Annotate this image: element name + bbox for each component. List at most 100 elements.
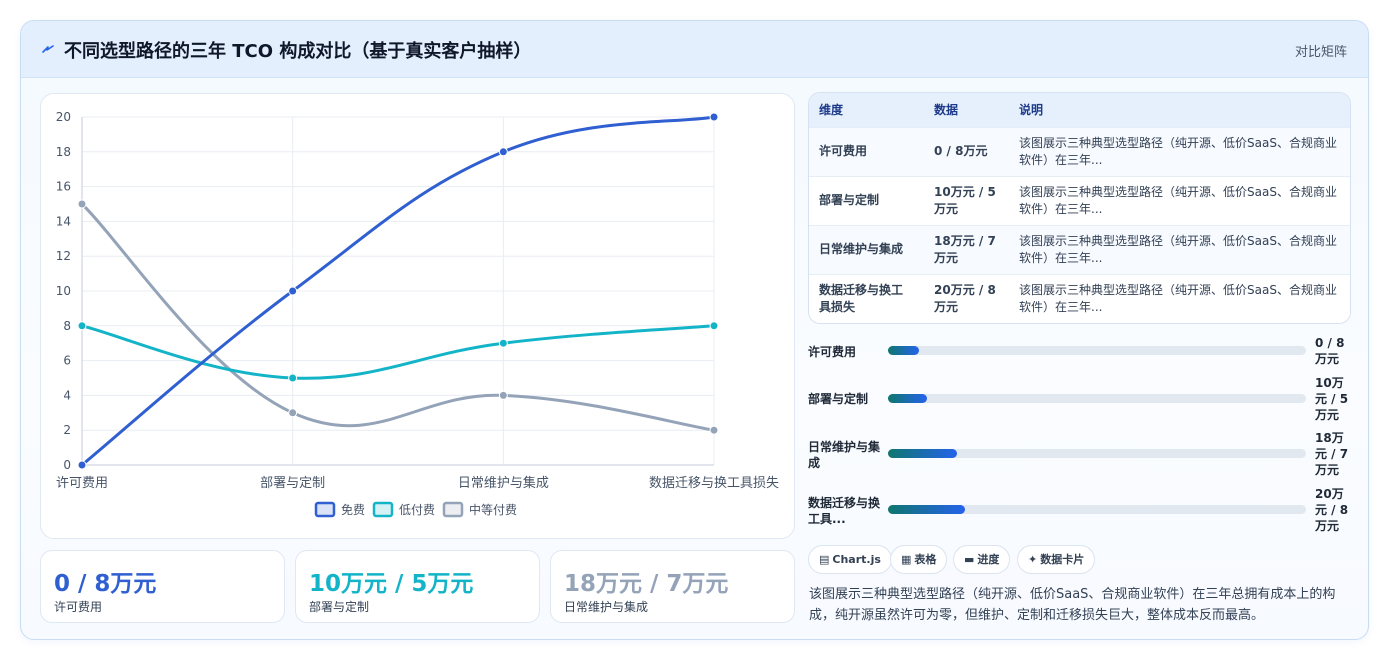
table-cell: 0 / 8万元 [934, 144, 988, 158]
table-row: 许可费用 0 / 8万元 该图展示三种典型选型路径（纯开源、低价SaaS、合规商… [809, 127, 1350, 176]
data-point [498, 390, 508, 400]
line-chart-svg: 0 2 4 6 8 10 12 14 16 18 20 许可费用 部署与定制 日常维护与集成 数据迁移与换工… [56, 110, 779, 518]
data-point [498, 338, 508, 348]
x-tick-label: 数据迁移与换工具损失 [649, 476, 779, 491]
data-point [288, 373, 298, 383]
progress-fill [888, 346, 920, 355]
progress-value: 10万元 / 5万元 [1315, 376, 1349, 422]
table-cell: 许可费用 [819, 144, 868, 158]
table-cell: 18万元 / 7万元 [934, 233, 996, 265]
table-icon: ▦ [901, 553, 912, 566]
progress-label: 数据迁移与换工具... [808, 496, 881, 526]
chart-description: 该图展示三种典型选型路径（纯开源、低价SaaS、合规商业软件）在三年总拥有成本上… [809, 587, 1336, 623]
y-tick-label: 18 [56, 145, 71, 159]
data-table: 维度 数据 说明 许可费用 0 / 8万元 该图展示三种典型选型路径（纯开源、低… [808, 92, 1351, 324]
lightning-icon [42, 45, 54, 53]
progress-track [888, 505, 1306, 514]
table-header: 说明 [1019, 103, 1044, 118]
card-icon: ✦ [1028, 553, 1038, 566]
progress-chip[interactable]: ▬ 进度 [953, 545, 1011, 574]
chip-label: 表格 [914, 553, 937, 566]
y-tick-label: 8 [63, 319, 71, 333]
progress-fill [888, 449, 957, 458]
progress-label: 许可费用 [808, 345, 857, 359]
y-tick-label: 16 [56, 180, 71, 194]
table-cell: 日常维护与集成 [819, 242, 904, 256]
card-header: 不同选型路径的三年 TCO 构成对比（基于真实客户抽样） 对比矩阵 [21, 21, 1368, 78]
table-chip[interactable]: ▦ 表格 [890, 545, 948, 574]
table-cell: 该图展示三种典型选型路径（纯开源、低价SaaS、合规商业软件）在三年... [1019, 282, 1337, 314]
stat-label: 部署与定制 [309, 600, 370, 614]
y-tick-label: 12 [56, 249, 71, 263]
legend-swatch [442, 501, 464, 518]
progress-label: 部署与定制 [808, 392, 869, 406]
stat-card-maintenance: 18万元 / 7万元 日常维护与集成 [550, 550, 795, 623]
progress-label: 日常维护与集成 [808, 440, 881, 470]
data-point [77, 460, 87, 470]
line-chart: 0 2 4 6 8 10 12 14 16 18 20 许可费用 部署与定制 日常维护与集成 数据迁移与换工… [40, 93, 795, 539]
page-title: 不同选型路径的三年 TCO 构成对比（基于真实客户抽样） [64, 41, 532, 62]
stat-value: 0 / 8万元 [54, 571, 157, 597]
data-point [288, 408, 298, 418]
stat-label: 日常维护与集成 [564, 600, 649, 614]
chip-label: 进度 [977, 553, 1000, 566]
y-tick-label: 2 [63, 423, 71, 437]
y-tick-label: 10 [56, 284, 71, 298]
data-point [498, 147, 508, 157]
progress-fill [888, 394, 927, 403]
series-line [80, 324, 716, 380]
stat-card-deploy: 10万元 / 5万元 部署与定制 [295, 550, 540, 623]
x-tick-label: 部署与定制 [260, 476, 325, 491]
progress-icon: ▬ [964, 553, 975, 566]
y-tick-label: 6 [63, 354, 71, 368]
table-header: 数据 [934, 103, 959, 118]
data-point [77, 321, 87, 331]
chart-icon: ▤ [819, 553, 830, 566]
x-tick-label: 许可费用 [56, 476, 108, 491]
x-tick-label: 日常维护与集成 [458, 475, 549, 491]
data-point [77, 199, 87, 209]
progress-value: 18万元 / 7万元 [1315, 431, 1349, 477]
progress-track [888, 394, 1306, 403]
chip-label: 数据卡片 [1040, 553, 1085, 566]
series-line [80, 115, 716, 467]
data-point [709, 112, 719, 122]
table-row: 数据迁移与换工具损失 20万元 / 8万元 该图展示三种典型选型路径（纯开源、低… [809, 274, 1350, 323]
data-point [709, 321, 719, 331]
progress-value: 20万元 / 8万元 [1315, 487, 1349, 533]
table-cell: 该图展示三种典型选型路径（纯开源、低价SaaS、合规商业软件）在三年... [1019, 233, 1337, 265]
stat-value: 18万元 / 7万元 [564, 571, 729, 597]
progress-fill [888, 505, 965, 514]
y-tick-label: 20 [56, 110, 71, 124]
stat-value: 10万元 / 5万元 [309, 571, 474, 597]
table-header-row: 维度 数据 说明 [809, 93, 1350, 127]
compare-matrix-link[interactable]: 对比矩阵 [1294, 45, 1347, 60]
table-cell: 10万元 / 5万元 [934, 184, 996, 216]
table-cell: 数据迁移与换工具损失 [819, 282, 904, 314]
table-cell: 部署与定制 [819, 193, 880, 207]
y-tick-label: 4 [63, 388, 71, 402]
table-header: 维度 [819, 103, 844, 118]
table-cell: 该图展示三种典型选型路径（纯开源、低价SaaS、合规商业软件）在三年... [1019, 184, 1337, 216]
legend-label: 免费 [341, 502, 365, 517]
stat-label: 许可费用 [54, 600, 103, 614]
y-tick-label: 0 [63, 458, 71, 472]
table-cell: 20万元 / 8万元 [934, 282, 996, 314]
table-row: 日常维护与集成 18万元 / 7万元 该图展示三种典型选型路径（纯开源、低价Sa… [809, 225, 1350, 274]
data-point [709, 425, 719, 435]
progress-track [888, 346, 1306, 355]
chart-card: 不同选型路径的三年 TCO 构成对比（基于真实客户抽样） 对比矩阵 0 2 4 6 8 1… [20, 20, 1369, 640]
card-chip[interactable]: ✦ 数据卡片 [1017, 545, 1096, 574]
progress-value: 0 / 8万元 [1315, 336, 1345, 366]
stat-card-license: 0 / 8万元 许可费用 [40, 550, 285, 623]
legend-swatch [314, 501, 336, 518]
chip-label: Chart.js [832, 553, 881, 566]
series-line [80, 202, 716, 432]
table-row: 部署与定制 10万元 / 5万元 该图展示三种典型选型路径（纯开源、低价SaaS… [809, 176, 1350, 225]
chartjs-chip[interactable]: ▤ Chart.js [808, 545, 892, 574]
legend-label: 低付费 [399, 503, 435, 517]
y-tick-label: 14 [56, 214, 71, 228]
legend-swatch [372, 501, 394, 518]
legend-label: 中等付费 [469, 502, 517, 517]
table-cell: 该图展示三种典型选型路径（纯开源、低价SaaS、合规商业软件）在三年... [1019, 135, 1337, 167]
